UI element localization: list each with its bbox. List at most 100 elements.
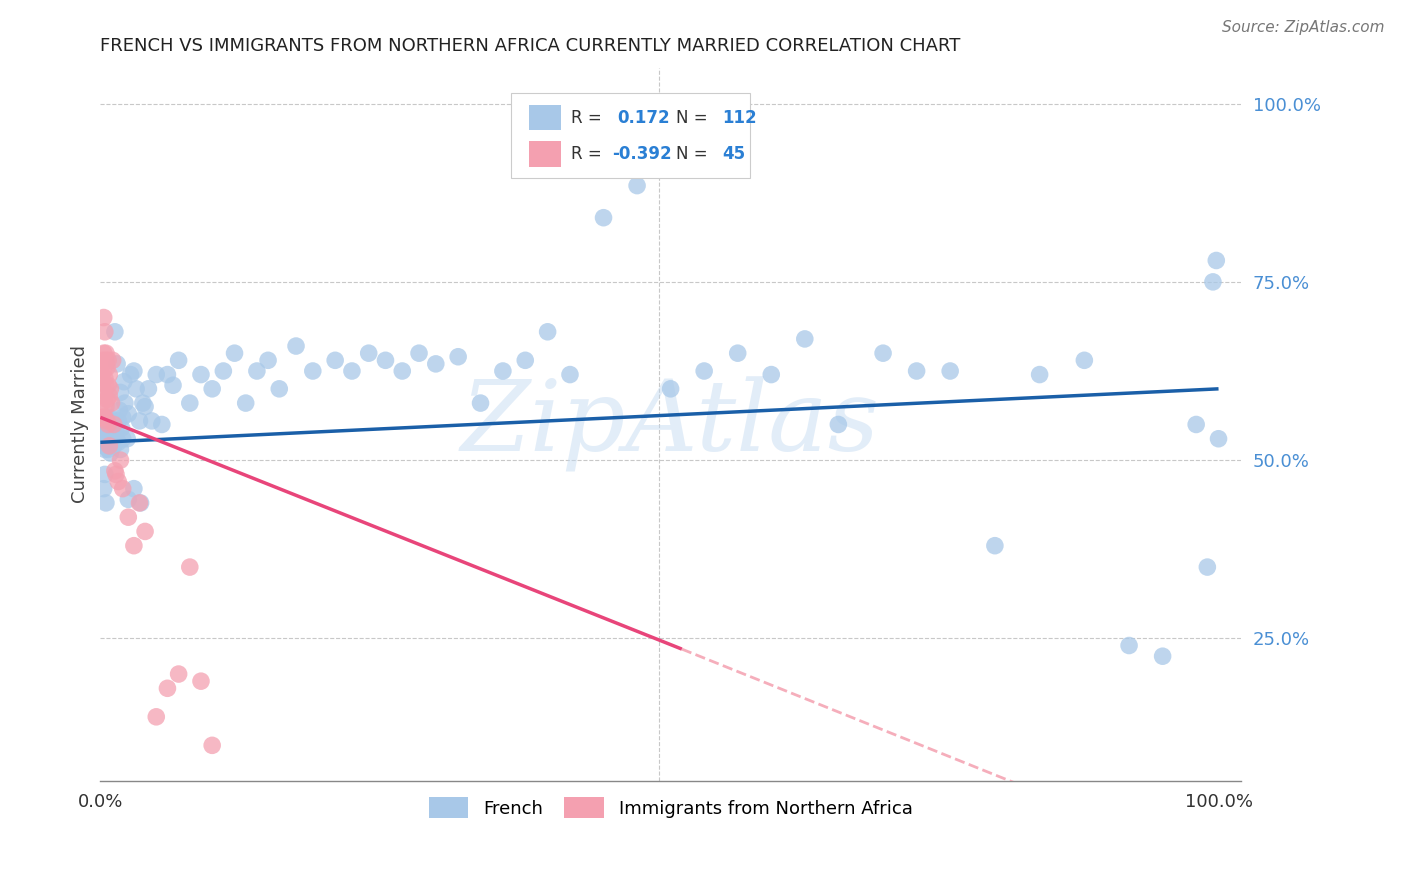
Point — [1152, 649, 1174, 664]
Point — [340, 364, 363, 378]
Point — [447, 350, 470, 364]
Point — [94, 425, 117, 439]
Point — [110, 421, 132, 435]
Text: Source: ZipAtlas.com: Source: ZipAtlas.com — [1222, 20, 1385, 35]
Point — [94, 439, 117, 453]
Point — [94, 414, 117, 428]
Point — [105, 467, 128, 482]
Point — [110, 385, 132, 400]
Point — [129, 496, 152, 510]
Point — [374, 353, 396, 368]
Point — [101, 439, 124, 453]
Point — [269, 382, 291, 396]
Point — [134, 524, 156, 539]
Point — [190, 368, 212, 382]
Point — [122, 364, 145, 378]
Point — [103, 421, 125, 435]
Point — [97, 378, 120, 392]
Point — [659, 382, 682, 396]
Point — [201, 739, 224, 753]
Point — [98, 389, 121, 403]
Point — [94, 325, 117, 339]
Point — [94, 389, 117, 403]
Text: R =: R = — [571, 109, 602, 127]
Text: N =: N = — [676, 109, 709, 127]
Point — [98, 368, 121, 382]
Point — [1185, 417, 1208, 432]
Point — [1202, 275, 1225, 289]
Point — [96, 392, 118, 407]
Point — [323, 353, 346, 368]
Point — [1118, 639, 1140, 653]
Point — [156, 681, 179, 696]
Point — [492, 364, 515, 378]
Point — [156, 368, 179, 382]
Point — [1208, 432, 1230, 446]
Point — [94, 410, 117, 425]
Text: ZipAtlas: ZipAtlas — [461, 376, 880, 472]
Point — [91, 421, 114, 435]
Point — [97, 421, 120, 435]
Point — [111, 410, 134, 425]
Text: N =: N = — [676, 145, 709, 162]
Point — [91, 382, 114, 396]
Point — [827, 417, 849, 432]
Point — [201, 382, 224, 396]
Point — [96, 414, 118, 428]
Point — [93, 482, 115, 496]
Point — [100, 414, 122, 428]
Point — [105, 357, 128, 371]
Point — [91, 353, 114, 368]
Point — [101, 353, 124, 368]
Text: 0.172: 0.172 — [617, 109, 669, 127]
Point — [90, 428, 112, 442]
Point — [104, 464, 127, 478]
Point — [98, 432, 121, 446]
Point — [872, 346, 894, 360]
Point — [984, 539, 1007, 553]
Point — [224, 346, 246, 360]
Point — [96, 360, 118, 375]
FancyBboxPatch shape — [529, 141, 561, 167]
Point — [90, 368, 112, 382]
Point — [110, 453, 132, 467]
Point — [97, 417, 120, 432]
Point — [134, 400, 156, 414]
Point — [107, 475, 129, 489]
Point — [96, 428, 118, 442]
Point — [100, 428, 122, 442]
Point — [105, 432, 128, 446]
Point — [93, 346, 115, 360]
Point — [93, 410, 115, 425]
Text: R =: R = — [571, 145, 602, 162]
Point — [103, 439, 125, 453]
Point — [128, 496, 150, 510]
Point — [94, 467, 117, 482]
Point — [162, 378, 184, 392]
Point — [90, 396, 112, 410]
Point — [128, 414, 150, 428]
Point — [100, 382, 122, 396]
Point — [103, 417, 125, 432]
Point — [110, 442, 132, 457]
Point — [536, 325, 558, 339]
Point — [141, 414, 163, 428]
Point — [1205, 253, 1227, 268]
Point — [425, 357, 447, 371]
Point — [120, 368, 142, 382]
Point — [301, 364, 323, 378]
Point — [93, 310, 115, 325]
Point — [98, 425, 121, 439]
Point — [122, 539, 145, 553]
Point — [104, 325, 127, 339]
Point — [94, 496, 117, 510]
Point — [122, 482, 145, 496]
Point — [91, 435, 114, 450]
Point — [138, 382, 160, 396]
Point — [125, 382, 148, 396]
Y-axis label: Currently Married: Currently Married — [72, 345, 89, 503]
Point — [105, 425, 128, 439]
Point — [558, 368, 581, 382]
Point — [592, 211, 614, 225]
Point — [693, 364, 716, 378]
